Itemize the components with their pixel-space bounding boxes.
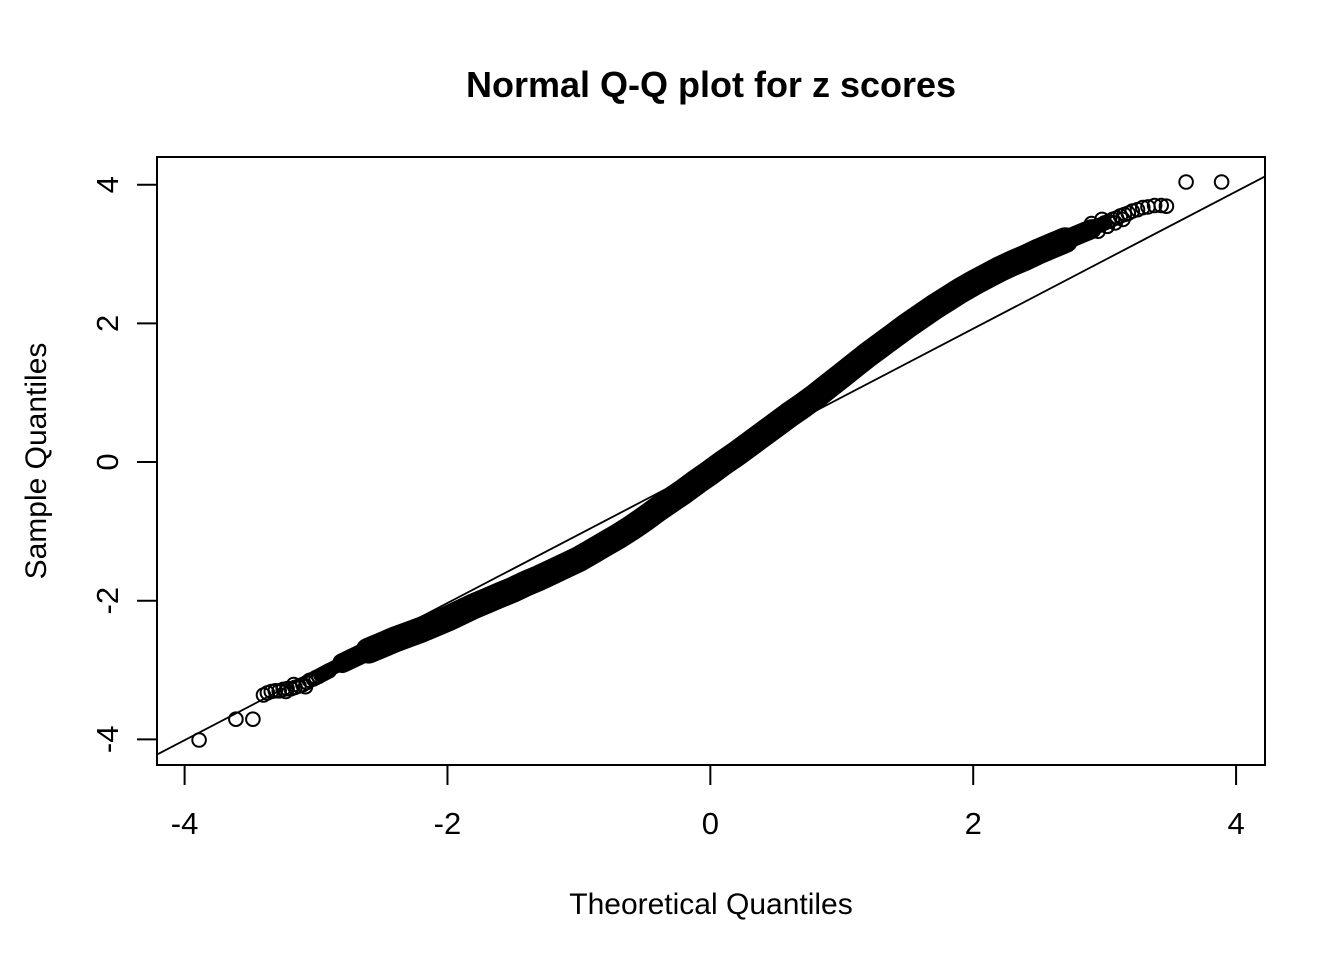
x-axis-label: Theoretical Quantiles — [569, 888, 852, 921]
point-band — [355, 227, 1079, 664]
data-point-marker — [228, 711, 244, 728]
y-tick-label: -2 — [90, 587, 125, 615]
data-point-marker — [1153, 197, 1169, 214]
data-point-marker — [191, 732, 207, 748]
data-point-marker — [1135, 199, 1151, 216]
x-tick-label: -4 — [171, 806, 199, 841]
chart-dynamic-layer: -4 -2 0 2 4 -4 -2 0 2 4 — [90, 156, 1266, 841]
y-tick-label: -4 — [90, 726, 125, 754]
data-point-marker — [1158, 198, 1175, 214]
x-tick-label: 2 — [965, 806, 982, 841]
y-tick-label: 4 — [90, 176, 125, 193]
y-axis-label: Sample Quantiles — [20, 343, 53, 580]
chart-title: Normal Q-Q plot for z scores — [466, 64, 956, 105]
data-point-marker — [1213, 174, 1230, 190]
data-point-marker — [321, 662, 338, 679]
y-tick-label: 0 — [90, 453, 125, 470]
data-point-marker — [1146, 197, 1163, 214]
y-tick-label: 2 — [90, 315, 125, 332]
data-point-marker — [245, 711, 261, 728]
x-tick-label: 0 — [702, 806, 719, 841]
x-tick-label: -2 — [434, 806, 462, 841]
data-point-marker — [267, 683, 284, 699]
x-tick-label: 4 — [1227, 806, 1244, 841]
data-point-marker — [1178, 174, 1194, 190]
